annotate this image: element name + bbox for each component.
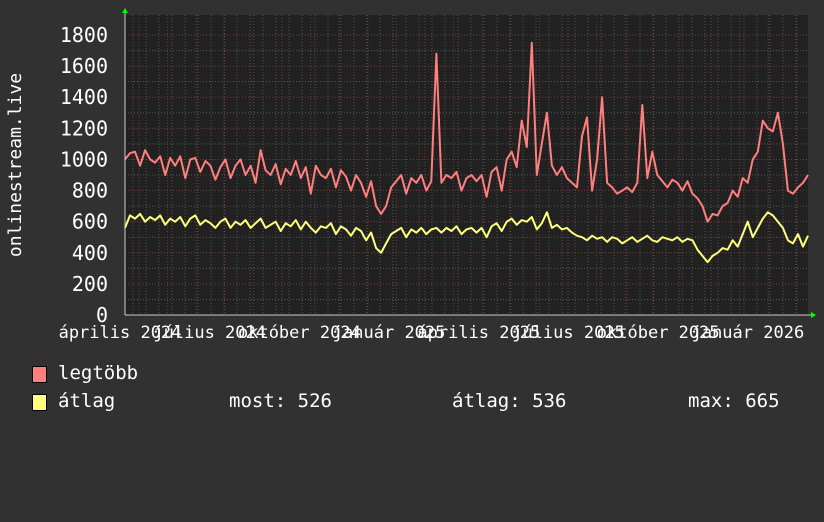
x-tick-label: április 2024 bbox=[59, 323, 182, 343]
legend-item-atlag: átlag most: 526 átlag: 536 max: 665 bbox=[32, 390, 822, 522]
x-tick-label: április 2025 bbox=[417, 323, 540, 343]
legend-label: átlag bbox=[58, 390, 116, 412]
x-tick-label: október 2025 bbox=[597, 323, 720, 343]
legend-swatch-atlag bbox=[32, 394, 47, 411]
x-tick-label: július 2024 bbox=[153, 323, 266, 343]
legend-swatch-legtobb bbox=[32, 366, 47, 383]
y-tick-label: 1800 bbox=[60, 23, 108, 47]
plot-area bbox=[125, 15, 808, 315]
y-tick-label: 200 bbox=[72, 272, 108, 296]
x-axis-arrow-icon bbox=[811, 312, 816, 318]
y-tick-label: 400 bbox=[72, 241, 108, 265]
series-line-legtobb bbox=[124, 41, 809, 223]
x-tick-label: január 2026 bbox=[692, 323, 805, 343]
stat-most: most: 526 bbox=[229, 390, 332, 412]
legend-label: legtöbb bbox=[58, 362, 139, 384]
stat-atlag: átlag: 536 bbox=[452, 390, 567, 412]
y-tick-label: 1400 bbox=[60, 85, 108, 109]
legend-item-legtobb: legtöbb bbox=[32, 362, 138, 428]
x-tick-label: július 2025 bbox=[512, 323, 625, 343]
y-axis-label: onlinestream.live bbox=[5, 73, 26, 257]
y-tick-label: 800 bbox=[72, 179, 108, 203]
y-tick-label: 0 bbox=[96, 303, 108, 327]
y-tick-label: 1000 bbox=[60, 147, 108, 171]
y-tick-label: 600 bbox=[72, 210, 108, 234]
x-tick-label: január 2025 bbox=[333, 323, 446, 343]
x-tick-label: október 2024 bbox=[238, 323, 361, 343]
y-axis-arrow-icon bbox=[122, 8, 128, 13]
y-tick-label: 1200 bbox=[60, 116, 108, 140]
y-tick-label: 1600 bbox=[60, 54, 108, 78]
stat-max: max: 665 bbox=[688, 390, 780, 412]
series-line-atlag bbox=[124, 211, 809, 264]
line-chart: 0 200 400 600 800 1000 1200 1400 1600 1800 április… bbox=[5, 8, 816, 343]
